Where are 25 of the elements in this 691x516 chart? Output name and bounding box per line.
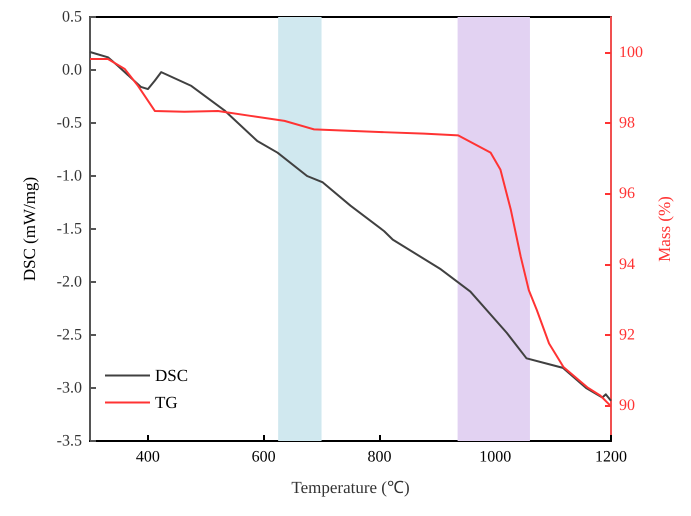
y-tick-label: -1.0 bbox=[56, 168, 82, 184]
x-tick-label: 800 bbox=[367, 448, 392, 466]
x-tick-label: 1200 bbox=[595, 448, 627, 466]
x-tick-label: 400 bbox=[136, 448, 160, 466]
y-axis-title: DSC (mW/mg) bbox=[20, 176, 39, 282]
y2-axis-title: Mass (%) bbox=[655, 196, 674, 262]
y-tick-label: -1.5 bbox=[56, 220, 82, 238]
y2-tick-label: 98 bbox=[619, 114, 635, 132]
y2-tick-label: 90 bbox=[619, 397, 635, 414]
y2-tick-label: 100 bbox=[619, 44, 643, 61]
y2-tick-label: 94 bbox=[619, 256, 635, 273]
y-tick-label: -0.5 bbox=[56, 114, 82, 132]
y-tick-label: -2.0 bbox=[56, 274, 82, 290]
y-tick-label: -3.5 bbox=[56, 432, 82, 450]
x-axis-title: Temperature (℃) bbox=[291, 478, 410, 497]
x-tick-label: 1000 bbox=[479, 448, 512, 466]
legend-label: TG bbox=[155, 393, 178, 412]
legend-label: DSC bbox=[155, 366, 188, 385]
y-tick-label: -3.0 bbox=[56, 380, 82, 396]
y2-tick-label: 92 bbox=[619, 326, 635, 344]
y-tick-label: 0.5 bbox=[62, 8, 82, 26]
y-tick-label: -2.5 bbox=[56, 326, 82, 344]
y-tick-label: 0.0 bbox=[62, 62, 82, 78]
x-tick-label: 600 bbox=[252, 448, 276, 466]
y2-tick-label: 96 bbox=[619, 185, 635, 202]
